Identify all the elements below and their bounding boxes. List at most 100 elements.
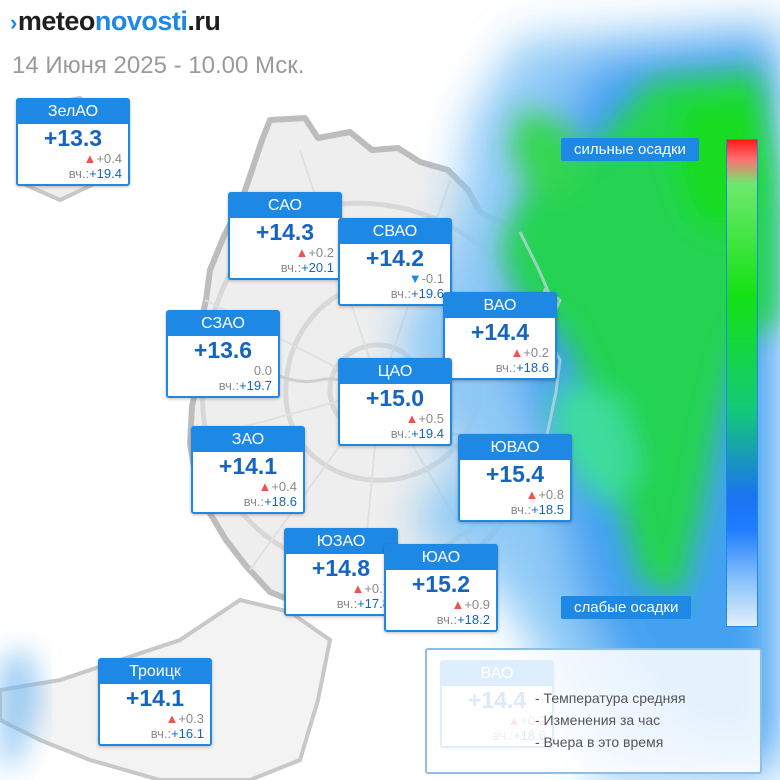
yesterday-temperature: вч.:+19.7 (168, 378, 278, 396)
yesterday-value: +18.6 (264, 494, 297, 509)
scale-label-light: слабые осадки (561, 596, 692, 619)
average-temperature: +14.2 (365, 245, 425, 271)
hourly-change-value: +0.8 (538, 487, 564, 502)
logo-arrow-icon: › (10, 10, 17, 35)
district-card-yuvao: ЮВАО +15.4 ▲+0.8 вч.:+18.5 (458, 434, 572, 522)
yesterday-prefix: вч.: (390, 286, 412, 301)
trend-down-icon: ▼ (408, 271, 422, 286)
district-card-sao: САО +14.3 ▲+0.2 вч.:+20.1 (228, 192, 342, 280)
hourly-change-value: +0.9 (464, 597, 490, 612)
yesterday-value: +19.7 (239, 378, 272, 393)
hourly-change-value: +0.5 (418, 411, 444, 426)
trend-up-icon: ▲ (405, 411, 419, 426)
yesterday-prefix: вч.: (336, 596, 358, 611)
yesterday-temperature: вч.:+16.1 (100, 726, 210, 744)
precipitation-edge-west (0, 650, 40, 770)
district-card-yuzao: ЮЗАО +14.8 ▲+0.7 вч.:+17.8 (284, 528, 398, 616)
district-name: Троицк (100, 660, 210, 684)
district-name: СЗАО (168, 312, 278, 336)
hourly-change: ▲+0.4 (193, 479, 303, 494)
trend-up-icon: ▲ (258, 479, 272, 494)
legend-item-hourly-change: - Изменения за час (535, 712, 661, 728)
district-name: САО (230, 194, 340, 218)
hourly-change-value: +0.2 (308, 245, 334, 260)
yesterday-prefix: вч.: (218, 378, 240, 393)
hourly-change: ▲+0.5 (340, 411, 450, 426)
district-name: ЮАО (386, 546, 496, 570)
district-card-svao: СВАО +14.2 ▼-0.1 вч.:+19.6 (338, 218, 452, 306)
trend-up-icon: ▲ (83, 151, 97, 166)
district-card-vao: ВАО +14.4 ▲+0.2 вч.:+18.6 (443, 292, 557, 380)
yesterday-value: +18.5 (531, 502, 564, 517)
average-temperature: +14.8 (311, 555, 371, 581)
trend-up-icon: ▲ (351, 581, 365, 596)
yesterday-prefix: вч.: (436, 612, 458, 627)
legend-item-yesterday: - Вчера в это время (535, 734, 664, 750)
average-temperature: +14.1 (218, 453, 278, 479)
scale-label-heavy: сильные осадки (561, 138, 699, 161)
precipitation-scale-bar (726, 139, 758, 627)
precipitation-core (500, 70, 780, 600)
hourly-change-value: +0.7 (364, 581, 390, 596)
yesterday-value: +19.4 (89, 166, 122, 181)
legend-item-average-temp: - Температура средняя (535, 690, 686, 706)
yesterday-value: +19.6 (411, 286, 444, 301)
district-name: ЦАО (340, 360, 450, 384)
site-logo: ›meteonovosti.ru (10, 6, 221, 37)
hourly-change: ▲+0.4 (18, 151, 128, 166)
trend-up-icon: ▲ (451, 597, 465, 612)
yesterday-value: +20.1 (301, 260, 334, 275)
district-name: ЮЗАО (286, 530, 396, 554)
hourly-change: ▼-0.1 (340, 271, 450, 286)
hourly-change: ▲+0.2 (230, 245, 340, 260)
yesterday-temperature: вч.:+19.4 (340, 426, 450, 444)
average-temperature: +14.1 (125, 685, 185, 711)
yesterday-value: +16.1 (171, 726, 204, 741)
district-name: ЮВАО (460, 436, 570, 460)
hourly-change-value: -0.1 (421, 271, 444, 286)
hourly-change: ▲+0.8 (460, 487, 570, 502)
yesterday-temperature: вч.:+20.1 (230, 260, 340, 278)
hourly-change-value: 0.0 (253, 363, 272, 378)
hourly-change: 0.0 (168, 363, 278, 378)
yesterday-temperature: вч.:+18.2 (386, 612, 496, 630)
date-time-line: 14 Июня 2025 - 10.00 Мск. (12, 52, 305, 79)
yesterday-value: +18.6 (516, 360, 549, 375)
trend-up-icon: ▲ (510, 345, 524, 360)
hourly-change: ▲+0.7 (286, 581, 396, 596)
average-temperature: +15.2 (411, 571, 471, 597)
district-card-yuao: ЮАО +15.2 ▲+0.9 вч.:+18.2 (384, 544, 498, 632)
hourly-change-value: +0.3 (178, 711, 204, 726)
district-card-troitsk: Троицк +14.1 ▲+0.3 вч.:+16.1 (98, 658, 212, 746)
yesterday-value: +18.2 (457, 612, 490, 627)
yesterday-value: +17.8 (357, 596, 390, 611)
yesterday-prefix: вч.: (390, 426, 412, 441)
yesterday-temperature: вч.:+19.6 (340, 286, 450, 304)
yesterday-temperature: вч.:+18.5 (460, 502, 570, 520)
district-card-cao: ЦАО +15.0 ▲+0.5 вч.:+19.4 (338, 358, 452, 446)
district-name: СВАО (340, 220, 450, 244)
yesterday-temperature: вч.:+17.8 (286, 596, 396, 614)
district-card-zao: ЗАО +14.1 ▲+0.4 вч.:+18.6 (191, 426, 305, 514)
average-temperature: +13.3 (43, 125, 103, 151)
average-temperature: +14.4 (470, 319, 530, 345)
yesterday-prefix: вч.: (280, 260, 302, 275)
average-temperature: +15.0 (365, 385, 425, 411)
average-temperature: +14.3 (255, 219, 315, 245)
hourly-change: ▲+0.3 (100, 711, 210, 726)
trend-up-icon: ▲ (525, 487, 539, 502)
yesterday-value: +19.4 (411, 426, 444, 441)
district-card-szao: СЗАО +13.6 0.0 вч.:+19.7 (166, 310, 280, 398)
district-name: ЗАО (193, 428, 303, 452)
yesterday-temperature: вч.:+19.4 (18, 166, 128, 184)
district-name: ВАО (445, 294, 555, 318)
legend-box (425, 648, 762, 774)
hourly-change-value: +0.4 (271, 479, 297, 494)
trend-up-icon: ▲ (165, 711, 179, 726)
average-temperature: +13.6 (193, 337, 253, 363)
yesterday-prefix: вч.: (150, 726, 172, 741)
logo-part-meteo: meteo (17, 6, 96, 36)
district-name: ЗелАО (18, 100, 128, 124)
yesterday-prefix: вч.: (510, 502, 532, 517)
yesterday-prefix: вч.: (243, 494, 265, 509)
